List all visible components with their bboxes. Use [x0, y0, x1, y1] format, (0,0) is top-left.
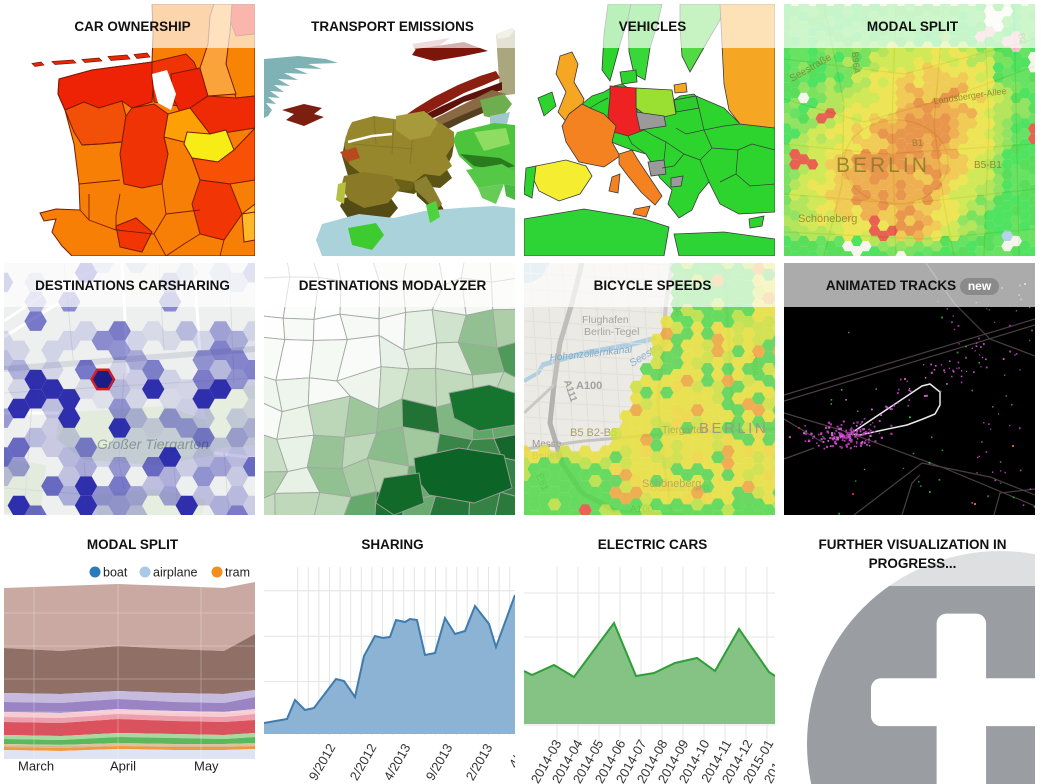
svg-text:Schöneberg: Schöneberg — [798, 213, 857, 225]
svg-text:4/20: 4/20 — [506, 741, 515, 770]
svg-text:9/2013: 9/2013 — [423, 741, 456, 783]
svg-text:Flughafen: Flughafen — [582, 314, 629, 326]
svg-text:2/2013: 2/2013 — [463, 741, 496, 783]
svg-text:April: April — [110, 759, 136, 774]
svg-text:B96A: B96A — [850, 51, 862, 74]
svg-text:BERLIN: BERLIN — [836, 154, 930, 177]
svg-text:A100: A100 — [576, 380, 602, 392]
svg-text:B5 B2-B5: B5 B2-B5 — [570, 427, 617, 439]
svg-text:March: March — [18, 759, 54, 774]
svg-text:B5-B1: B5-B1 — [974, 160, 1002, 171]
svg-text:B1: B1 — [912, 138, 923, 148]
svg-text:Berlin-Tegel: Berlin-Tegel — [584, 326, 639, 338]
svg-text:airplane: airplane — [153, 566, 198, 580]
svg-text:4/2013: 4/2013 — [381, 741, 414, 783]
svg-text:May: May — [194, 759, 219, 774]
svg-text:Schöneberg: Schöneberg — [642, 478, 701, 490]
svg-text:BERLIN: BERLIN — [699, 420, 768, 437]
svg-text:tram: tram — [225, 566, 250, 580]
svg-text:boat: boat — [103, 566, 128, 580]
svg-text:2/2012: 2/2012 — [347, 741, 380, 783]
svg-text:9/2012: 9/2012 — [306, 741, 339, 783]
svg-text:Messe: Messe — [532, 439, 562, 450]
svg-text:Tiergarten: Tiergarten — [662, 425, 707, 436]
